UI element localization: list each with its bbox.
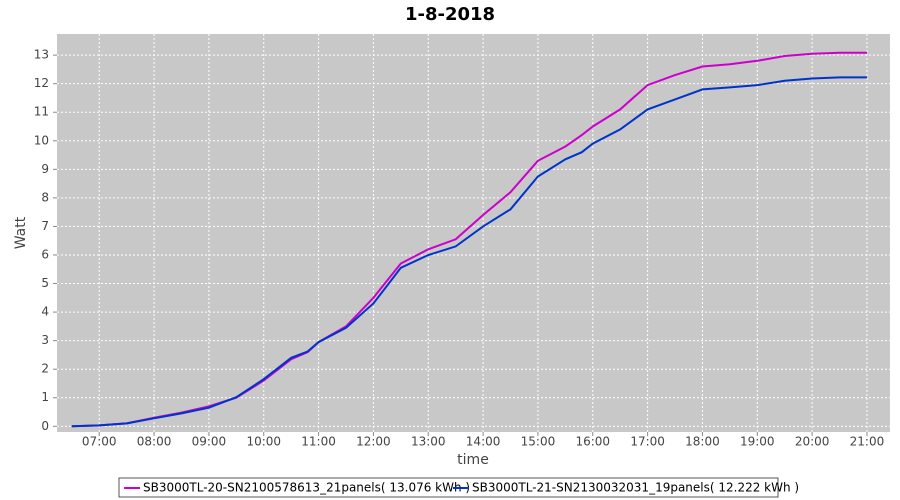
x-tick-label: 16:00 [575,435,610,449]
y-tick-label: 7 [41,219,49,233]
y-tick-label: 0 [41,419,49,433]
series-line [71,51,867,428]
x-tick-label: 14:00 [466,435,501,449]
x-tick-label: 11:00 [301,435,336,449]
y-tick-label: 8 [41,190,49,204]
x-tick-label: 07:00 [82,435,117,449]
x-tick-label: 12:00 [356,435,391,449]
y-tick-label: 1 [41,390,49,404]
y-tick-label: 2 [41,362,49,376]
legend-label: SB3000TL-21-SN2130032031_19panels( 12.22… [472,481,799,495]
y-tick-label: 6 [41,247,49,261]
y-tick-label: 13 [34,48,49,62]
x-tick-label: 13:00 [411,435,446,449]
x-tick-label: 17:00 [630,435,665,449]
y-tick-label: 4 [41,305,49,319]
legend-label: SB3000TL-20-SN2100578613_21panels( 13.07… [143,481,470,495]
x-tick-label: 09:00 [192,435,227,449]
y-tick-label: 10 [34,133,49,147]
series-line [71,76,867,428]
chart-title: 1-8-2018 [405,4,495,25]
x-tick-label: 10:00 [246,435,281,449]
legend [118,477,779,498]
x-tick-label: 21:00 [850,435,885,449]
x-tick-label: 18:00 [685,435,720,449]
x-tick-label: 19:00 [740,435,775,449]
y-tick-label: 9 [41,162,49,176]
x-tick-label: 20:00 [795,435,830,449]
y-tick-label: 11 [34,105,49,119]
y-tick-label: 3 [41,333,49,347]
y-tick-label: 12 [34,76,49,90]
y-axis-label: Watt [13,216,29,249]
x-tick-label: 08:00 [137,435,172,449]
x-axis-label: time [457,452,489,468]
y-tick-label: 5 [41,276,49,290]
x-tick-label: 15:00 [521,435,556,449]
